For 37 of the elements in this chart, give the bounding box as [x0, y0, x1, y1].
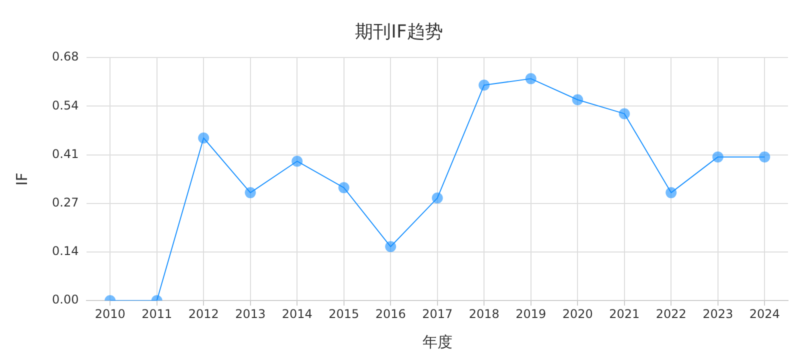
- point: [432, 192, 443, 204]
- point: [292, 156, 303, 167]
- x-tick-label: 2016: [375, 306, 406, 321]
- point: [385, 241, 396, 252]
- y-tick-label: 0.14: [52, 244, 79, 258]
- point: [198, 132, 210, 144]
- point: [525, 73, 536, 84]
- point: [666, 187, 677, 198]
- x-tick-label: 2010: [94, 306, 126, 321]
- point: [478, 80, 490, 91]
- y-tick-label: 0.68: [52, 50, 79, 64]
- x-tick-label: 2018: [468, 306, 500, 321]
- point: [712, 151, 724, 162]
- chart-title: 期刊IF趋势: [355, 21, 443, 42]
- point: [572, 94, 584, 106]
- y-tick-label: 0.00: [52, 292, 79, 307]
- y-tick-label: 0.54: [52, 98, 79, 112]
- x-tick-label: 2023: [702, 306, 734, 321]
- x-tick-label: 2011: [142, 306, 172, 321]
- x-tick-label: 2012: [188, 306, 219, 321]
- point: [244, 187, 256, 198]
- x-tick-label: 2019: [516, 306, 546, 321]
- x-tick-label: 2013: [235, 306, 266, 321]
- x-tick-label: 2020: [562, 306, 593, 321]
- y-axis-title: IF: [12, 172, 31, 186]
- point: [618, 108, 630, 120]
- x-tick-label: 2017: [422, 306, 453, 321]
- x-axis-title: 年度: [422, 332, 452, 351]
- point: [338, 182, 350, 194]
- x-tick-label: 2021: [609, 306, 640, 321]
- point: [759, 151, 770, 162]
- y-tick-label: 0.27: [52, 196, 79, 210]
- y-tick-label: 0.41: [52, 146, 79, 161]
- x-tick-label: 2014: [282, 306, 312, 321]
- x-tick-label: 2022: [656, 306, 686, 321]
- x-tick-label: 2024: [749, 306, 780, 321]
- x-tick-label: 2015: [328, 306, 360, 321]
